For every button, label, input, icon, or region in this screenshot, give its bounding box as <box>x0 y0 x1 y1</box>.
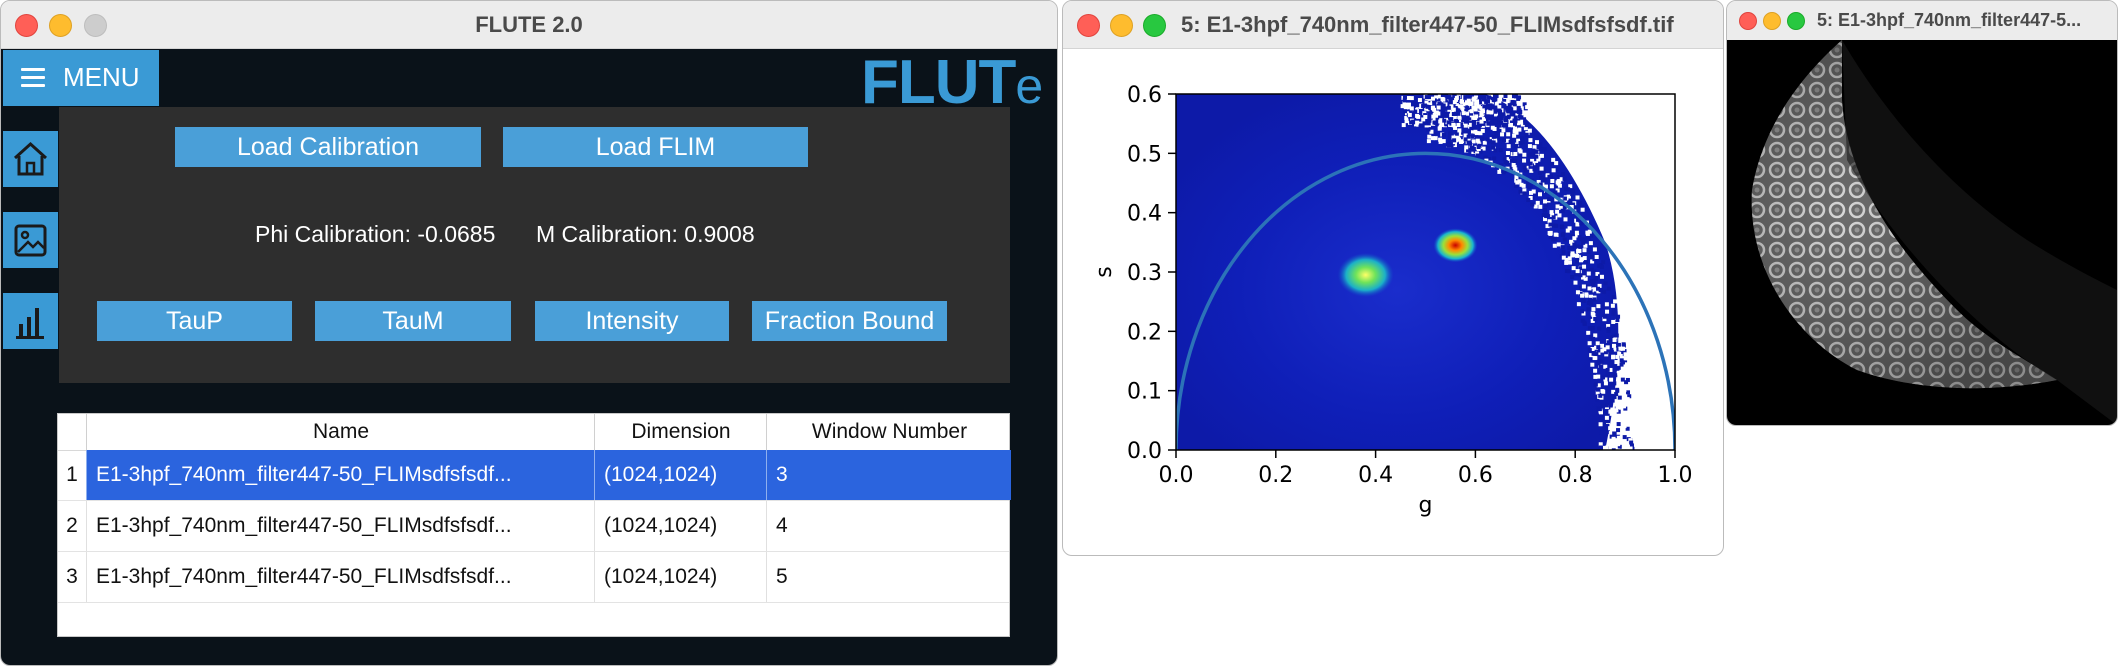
window-title: FLUTE 2.0 <box>475 12 583 37</box>
cell-name[interactable]: E1-3hpf_740nm_filter447-50_FLIMsdfsfsdf.… <box>86 552 594 602</box>
image-icon <box>14 224 47 257</box>
y-tick-label: 0.0 <box>1127 439 1162 464</box>
cell-name[interactable]: E1-3hpf_740nm_filter447-50_FLIMsdfsfsdf.… <box>86 450 594 500</box>
table-row[interactable]: 2 E1-3hpf_740nm_filter447-50_FLIMsdfsfsd… <box>58 501 1009 552</box>
row-number: 2 <box>66 514 78 537</box>
x-tick-label: 0.6 <box>1458 463 1493 488</box>
row-number: 3 <box>66 565 78 588</box>
taum-button[interactable]: TauM <box>315 301 511 341</box>
load-flim-button[interactable]: Load FLIM <box>503 127 808 167</box>
bar-chart-icon <box>16 308 44 339</box>
intensity-image[interactable] <box>1727 40 2117 425</box>
row-number: 1 <box>66 463 78 486</box>
image-window: 5: E1-3hpf_740nm_filter447-5... <box>1726 0 2118 426</box>
cell-dimension[interactable]: (1024,1024) <box>594 501 766 551</box>
control-panel: Load Calibration Load FLIM Phi Calibrati… <box>59 107 1010 383</box>
chart-button[interactable] <box>3 293 58 349</box>
home-button[interactable] <box>3 131 58 187</box>
zoom-window-button[interactable] <box>1143 14 1166 37</box>
phasor-density-cloud <box>1176 94 1619 450</box>
minimize-window-button[interactable] <box>49 14 72 37</box>
intensity-button[interactable]: Intensity <box>535 301 729 341</box>
flute-logo: FLUTe <box>861 48 1043 117</box>
y-tick-label: 0.1 <box>1127 380 1162 405</box>
x-tick-label: 0.0 <box>1159 463 1194 488</box>
taup-button[interactable]: TauP <box>97 301 292 341</box>
y-tick-label: 0.4 <box>1127 202 1162 227</box>
flute-window: FLUTE 2.0 MENU FLUTe <box>0 0 1058 666</box>
column-header-name[interactable]: Name <box>86 414 595 450</box>
cell-name[interactable]: E1-3hpf_740nm_filter447-50_FLIMsdfsfsdf.… <box>86 501 594 551</box>
x-tick-label: 0.2 <box>1258 463 1293 488</box>
phasor-plot[interactable]: 0.0 0.2 0.4 0.6 0.8 1.0 0.0 0.1 0.2 0.3 0.4 0.5 0.6 g… <box>1063 49 1723 555</box>
close-window-button[interactable] <box>1739 12 1757 30</box>
density-speckle <box>1400 94 1636 450</box>
x-axis-label: g <box>1419 493 1433 518</box>
column-header-window-number[interactable]: Window Number <box>766 414 1012 450</box>
cell-dimension[interactable]: (1024,1024) <box>594 450 766 500</box>
cell-window-number[interactable]: 3 <box>766 450 1011 500</box>
phasor-titlebar: 5: E1-3hpf_740nm_filter447-50_FLIMsdfsfs… <box>1063 1 1723 49</box>
table-row[interactable]: 1 E1-3hpf_740nm_filter447-50_FLIMsdfsfsd… <box>58 450 1011 501</box>
column-header-dimension[interactable]: Dimension <box>594 414 767 450</box>
y-tick-label: 0.2 <box>1127 320 1162 345</box>
load-calibration-button[interactable]: Load Calibration <box>175 127 481 167</box>
y-tick-label: 0.3 <box>1127 261 1162 286</box>
window-title: 5: E1-3hpf_740nm_filter447-5... <box>1817 10 2082 30</box>
flute-titlebar: FLUTE 2.0 <box>1 1 1057 49</box>
x-tick-label: 1.0 <box>1658 463 1693 488</box>
table-header: Name Dimension Window Number <box>58 414 1009 451</box>
cell-window-number[interactable]: 4 <box>766 501 1011 551</box>
close-window-button[interactable] <box>15 14 38 37</box>
phi-calibration-text: Phi Calibration: -0.0685 <box>255 221 496 247</box>
y-axis-label: s <box>1092 266 1117 277</box>
x-tick-label: 0.4 <box>1358 463 1393 488</box>
flute-body: MENU FLUTe Load <box>1 48 1057 665</box>
zoom-window-button[interactable] <box>1787 12 1805 30</box>
minimize-window-button[interactable] <box>1110 14 1133 37</box>
table-row[interactable]: 3 E1-3hpf_740nm_filter447-50_FLIMsdfsfsd… <box>58 552 1009 603</box>
hamburger-icon <box>21 68 45 92</box>
window-title: 5: E1-3hpf_740nm_filter447-50_FLIMsdfsfs… <box>1181 12 1674 37</box>
home-icon <box>13 141 48 176</box>
cell-dimension[interactable]: (1024,1024) <box>594 552 766 602</box>
image-table: Name Dimension Window Number 1 E1-3hpf_7… <box>57 413 1011 637</box>
image-button[interactable] <box>3 212 58 268</box>
zoom-window-button[interactable] <box>84 14 107 37</box>
cell-window-number[interactable]: 5 <box>766 552 1011 602</box>
close-window-button[interactable] <box>1077 14 1100 37</box>
image-titlebar: 5: E1-3hpf_740nm_filter447-5... <box>1727 1 2117 41</box>
x-tick-label: 0.8 <box>1558 463 1593 488</box>
hotspot <box>1433 228 1478 263</box>
hotspot <box>1337 252 1394 297</box>
minimize-window-button[interactable] <box>1763 12 1781 30</box>
universal-semicircle <box>1176 151 1675 450</box>
menu-button[interactable]: MENU <box>3 50 159 106</box>
m-calibration-text: M Calibration: 0.9008 <box>536 221 755 247</box>
y-tick-label: 0.6 <box>1127 83 1162 108</box>
menu-label: MENU <box>63 62 140 92</box>
fraction-bound-button[interactable]: Fraction Bound <box>752 301 947 341</box>
y-tick-label: 0.5 <box>1127 142 1162 167</box>
phasor-plot-window: 5: E1-3hpf_740nm_filter447-50_FLIMsdfsfs… <box>1062 0 1724 556</box>
